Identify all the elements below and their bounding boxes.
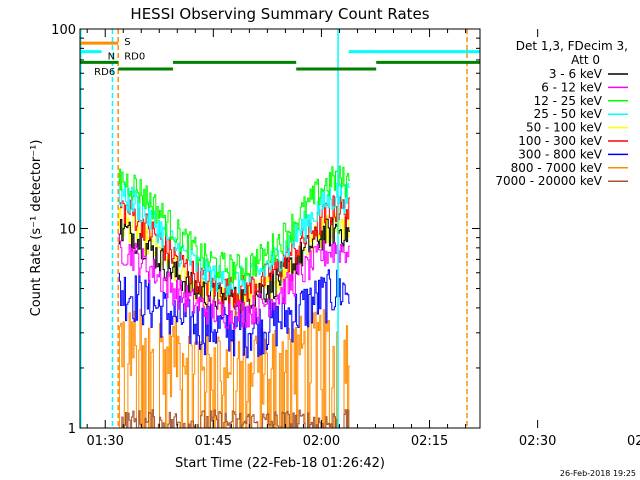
series-line-3	[118, 179, 350, 297]
axis-layer: 01:3001:4502:0002:1502:3002:4503:0011010…	[51, 23, 640, 449]
legend-entry-8: 7000 - 20000 keV	[495, 174, 602, 188]
legend-entry-6: 300 - 800 keV	[518, 147, 602, 161]
state-bar-label-1: N	[108, 52, 115, 63]
legend-header-line-2: Att 0	[571, 53, 600, 67]
y-tick-label-0: 1	[68, 422, 76, 437]
series-line-6	[118, 269, 350, 359]
legend-entry-4: 50 - 100 keV	[526, 121, 603, 135]
chart-title: HESSI Observing Summary Count Rates	[130, 5, 429, 23]
state-bar-label-0: S	[124, 37, 130, 48]
x-tick-label-2: 02:00	[303, 434, 340, 449]
legend-entry-1: 6 - 12 keV	[541, 80, 603, 94]
legend-entry-3: 25 - 50 keV	[534, 107, 603, 121]
x-tick-label-0: 01:30	[86, 434, 123, 449]
y-tick-label-2: 100	[51, 23, 76, 38]
footer-timestamp: 26-Feb-2018 19:25	[560, 469, 636, 478]
y-tick-label-1: 10	[59, 223, 76, 238]
series-line-1	[118, 234, 350, 330]
legend-entry-0: 3 - 6 keV	[549, 67, 603, 81]
x-tick-label-1: 01:45	[195, 434, 232, 449]
legend-entry-7: 800 - 7000 keV	[511, 161, 603, 175]
state-bar-label-4: RD6	[94, 67, 115, 78]
legend-header-line-1: Det 1,3, FDecim 3,	[516, 39, 628, 53]
legend-entry-5: 100 - 300 keV	[518, 134, 602, 148]
x-tick-label-3: 02:15	[411, 434, 448, 449]
series-line-2	[118, 165, 350, 285]
state-bar-label-3: RD0	[124, 51, 145, 62]
x-axis-label: Start Time (22-Feb-18 01:26:42)	[175, 456, 385, 471]
series-line-0	[118, 216, 350, 316]
attenuator-layer: SN RD0 RD6	[80, 37, 480, 78]
x-tick-label-4: 02:30	[519, 434, 556, 449]
y-axis-label: Count Rate (s⁻¹ detector⁻¹)	[29, 140, 44, 317]
x-tick-label-5: 02:45	[627, 434, 640, 449]
legend-entry-2: 12 - 25 keV	[534, 94, 603, 108]
